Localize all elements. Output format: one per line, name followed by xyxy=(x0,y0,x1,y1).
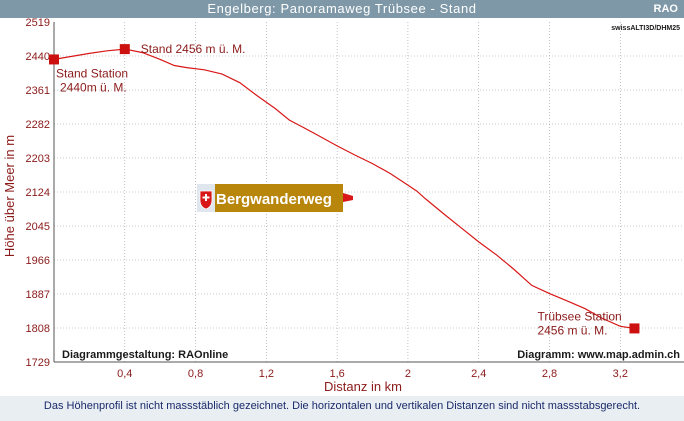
elevation-profile-chart: 1729 1808 1887 1966 2045 2124 2203 2282 2361 2440… xyxy=(2,17,684,394)
y-tick-label: 1808 xyxy=(26,323,50,335)
sign-board xyxy=(197,184,343,212)
footer-bar xyxy=(0,396,684,421)
x-tick-label: 3,2 xyxy=(613,368,628,380)
x-tick-label: 1,6 xyxy=(329,368,344,380)
y-tick-label: 2282 xyxy=(26,119,50,131)
y-tick-label: 2124 xyxy=(26,187,50,199)
x-tick-label: 2,4 xyxy=(471,368,486,380)
waypoint-marker xyxy=(49,54,59,65)
waypoint-marker xyxy=(119,44,130,55)
brand-label: RAO xyxy=(653,3,678,15)
x-tick-label: 0,8 xyxy=(188,368,203,380)
y-tick-label: 2361 xyxy=(26,85,50,97)
waypoint-marker xyxy=(629,323,640,334)
x-axis-label: Distanz in km xyxy=(324,379,402,394)
waypoint-label: Stand 2456 m ü. M. xyxy=(141,42,246,56)
swiss-cross-icon xyxy=(202,194,210,201)
hiking-sign: Bergwanderweg xyxy=(197,184,353,212)
y-tick-label: 2440 xyxy=(26,51,50,63)
elevation-line xyxy=(53,48,635,329)
chart-title: Engelberg: Panoramaweg Trübsee - Stand xyxy=(207,1,477,16)
x-tick-label: 1,2 xyxy=(259,368,274,380)
sign-label: Bergwanderweg xyxy=(216,191,332,208)
title-bar xyxy=(0,0,684,18)
y-tick-label: 1966 xyxy=(26,255,50,267)
series-layer xyxy=(53,48,635,329)
grid xyxy=(53,22,684,363)
y-tick-label: 1887 xyxy=(26,289,50,301)
y-tick-label: 2045 xyxy=(26,221,50,233)
design-credit: Diagrammgestaltung: RAOnline xyxy=(62,349,228,361)
sign-arrow xyxy=(343,193,353,202)
y-axis-label: Höhe über Meer in m xyxy=(2,135,17,257)
footer-note: Das Höhenprofil ist nicht massstäblich g… xyxy=(43,400,641,412)
y-tick-label: 2203 xyxy=(26,153,50,165)
y-tick-label: 2519 xyxy=(26,17,50,29)
waypoint-label: Trübsee Station xyxy=(537,309,621,323)
waypoint-label: 2440m ü. M. xyxy=(60,80,127,94)
source-credit: Diagramm: www.map.admin.ch xyxy=(517,349,680,361)
waypoint-label: Stand Station xyxy=(56,66,128,80)
x-tick-label: 2,8 xyxy=(542,368,557,380)
x-tick-label: 2 xyxy=(405,368,411,380)
dataset-label: swissALTI3D/DHM25 xyxy=(611,25,680,32)
tick-labels: 1729 1808 1887 1966 2045 2124 2203 2282 2361 2440… xyxy=(26,17,628,380)
x-tick-label: 0,4 xyxy=(117,368,132,380)
y-tick-label: 1729 xyxy=(26,357,50,369)
waypoint-label: 2456 m ü. M. xyxy=(537,323,607,337)
